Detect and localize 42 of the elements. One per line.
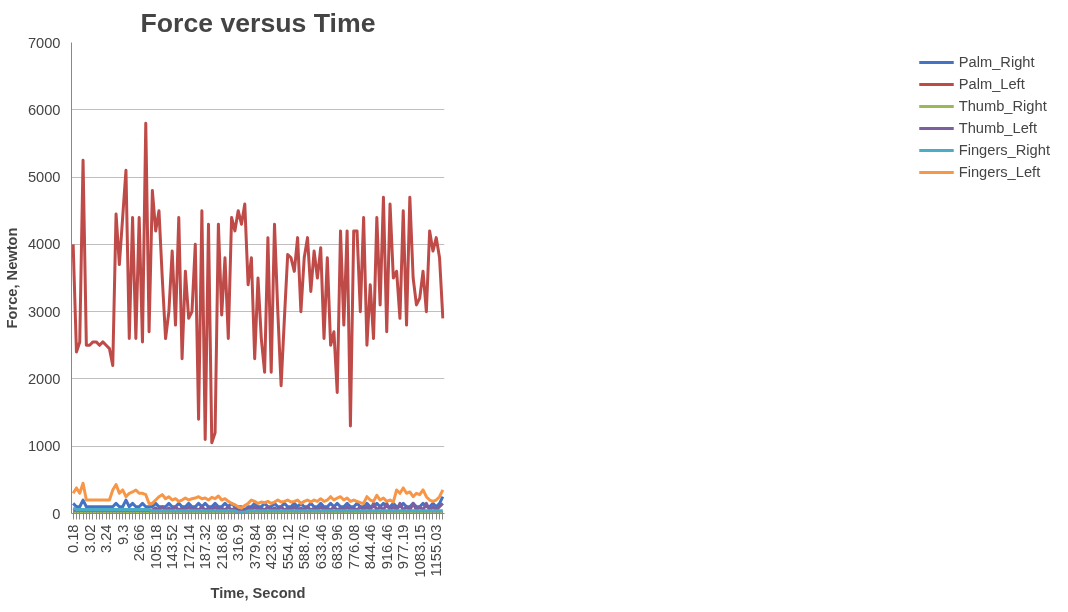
x-tick-label: 588.76 [296, 524, 313, 570]
y-tick-label: 7000 [27, 34, 61, 51]
x-tick-label: 844.46 [362, 524, 379, 570]
x-tick-label: 423.98 [263, 524, 280, 570]
x-tick-label: 143.52 [164, 524, 181, 570]
x-tick-label: 218.68 [213, 524, 230, 570]
chart-title: Force versus Time [140, 7, 376, 38]
legend-label: Thumb_Right [958, 98, 1047, 114]
x-tick-label: 3.02 [81, 524, 98, 554]
y-tick-label: 4000 [27, 236, 61, 253]
line-series [71, 481, 445, 510]
legend-label: Fingers_Right [958, 142, 1050, 158]
y-tick-label: 0 [52, 505, 61, 522]
x-tick-label: 916.46 [378, 524, 395, 570]
x-tick-label: 9.3 [114, 524, 131, 545]
legend-label: Palm_Right [958, 54, 1035, 70]
x-tick-label: 379.84 [246, 524, 263, 570]
x-tick-label: 977.19 [395, 524, 412, 570]
x-tick-label: 26.66 [131, 524, 148, 562]
x-tick-label: 187.32 [197, 524, 214, 570]
y-tick-label: 3000 [27, 303, 61, 320]
x-tick-label: 316.9 [230, 524, 247, 562]
x-tick-label: 683.96 [329, 524, 346, 570]
y-tick-label: 6000 [27, 101, 61, 118]
x-tick-label: 0.18 [65, 524, 82, 554]
y-tick-label: 5000 [27, 169, 61, 186]
x-tick-label: 105.18 [147, 524, 164, 570]
x-tick-label: 1083.15 [411, 524, 428, 578]
legend-label: Palm_Left [958, 76, 1025, 92]
x-axis-title: Time, Second [210, 585, 306, 602]
line-series [71, 121, 445, 445]
x-tick-label: 1155.03 [428, 524, 445, 577]
x-tick-label: 554.12 [279, 524, 296, 570]
x-tick-label: 633.46 [312, 524, 329, 570]
y-axis-title: Force, Newton [3, 227, 20, 329]
x-tick-label: 3.24 [98, 524, 115, 554]
legend-label: Fingers_Left [958, 164, 1041, 180]
x-tick-label: 776.08 [345, 524, 362, 570]
x-tick-label: 172.14 [180, 524, 197, 570]
legend-label: Thumb_Left [958, 120, 1037, 136]
y-tick-label: 1000 [27, 438, 61, 455]
y-tick-label: 2000 [27, 370, 61, 387]
